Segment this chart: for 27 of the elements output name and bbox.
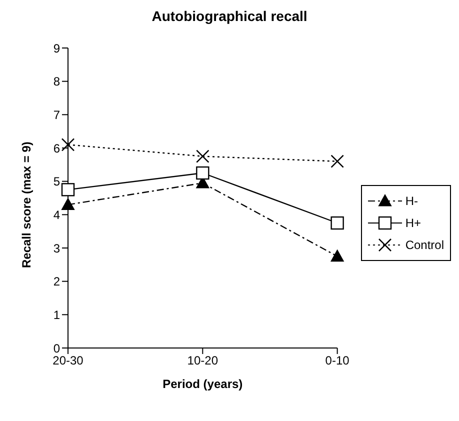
y-tick-label: 3 [53,241,60,256]
y-axis-title: Recall score (max = 9) [19,142,34,268]
y-tick-label: 6 [53,141,60,156]
point [330,250,344,262]
x-tick-label: 20-30 [52,354,84,368]
point [196,166,210,180]
x-tick-label: 10-20 [187,354,218,368]
y-tick-label: 8 [53,74,60,89]
x-tick-label: 0-10 [325,354,350,368]
legend-label: H+ [405,216,421,230]
point [61,138,75,152]
y-tick-label: 5 [53,174,60,189]
chart-title: Autobiographical recall [150,8,308,24]
legend-label: Control [405,238,444,252]
y-tick-label: 0 [53,341,60,356]
y-tick-label: 9 [53,41,60,56]
point [196,150,210,163]
y-tick-label: 1 [53,308,60,322]
y-tick-label: 4 [53,208,60,222]
point [330,216,344,230]
x-axis-title: Period (years) [162,377,243,391]
point [62,198,74,210]
point [61,183,75,196]
y-tick-label: 7 [53,108,60,122]
legend-label: H- [405,194,418,208]
y-tick-label: 2 [53,274,60,289]
point [330,154,344,168]
